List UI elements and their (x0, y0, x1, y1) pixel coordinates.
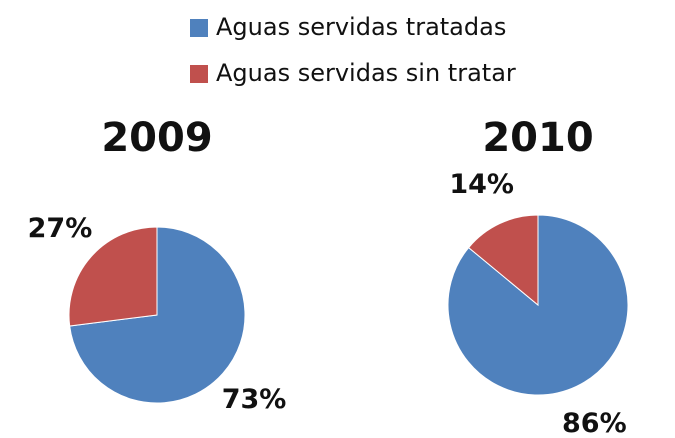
legend-swatch (190, 19, 208, 37)
data-label: 86% (562, 408, 627, 438)
chart-title: 2010 (482, 115, 593, 161)
pie-slice (467, 214, 539, 307)
pie-slice (68, 226, 158, 327)
legend-swatch (190, 65, 208, 83)
legend-label: Aguas servidas tratadas (216, 13, 506, 41)
chart-title: 2009 (101, 115, 212, 161)
legend-label: Aguas servidas sin tratar (216, 59, 516, 87)
data-label: 14% (449, 169, 514, 200)
data-label: 27% (28, 213, 93, 244)
data-label: 73% (222, 384, 287, 415)
